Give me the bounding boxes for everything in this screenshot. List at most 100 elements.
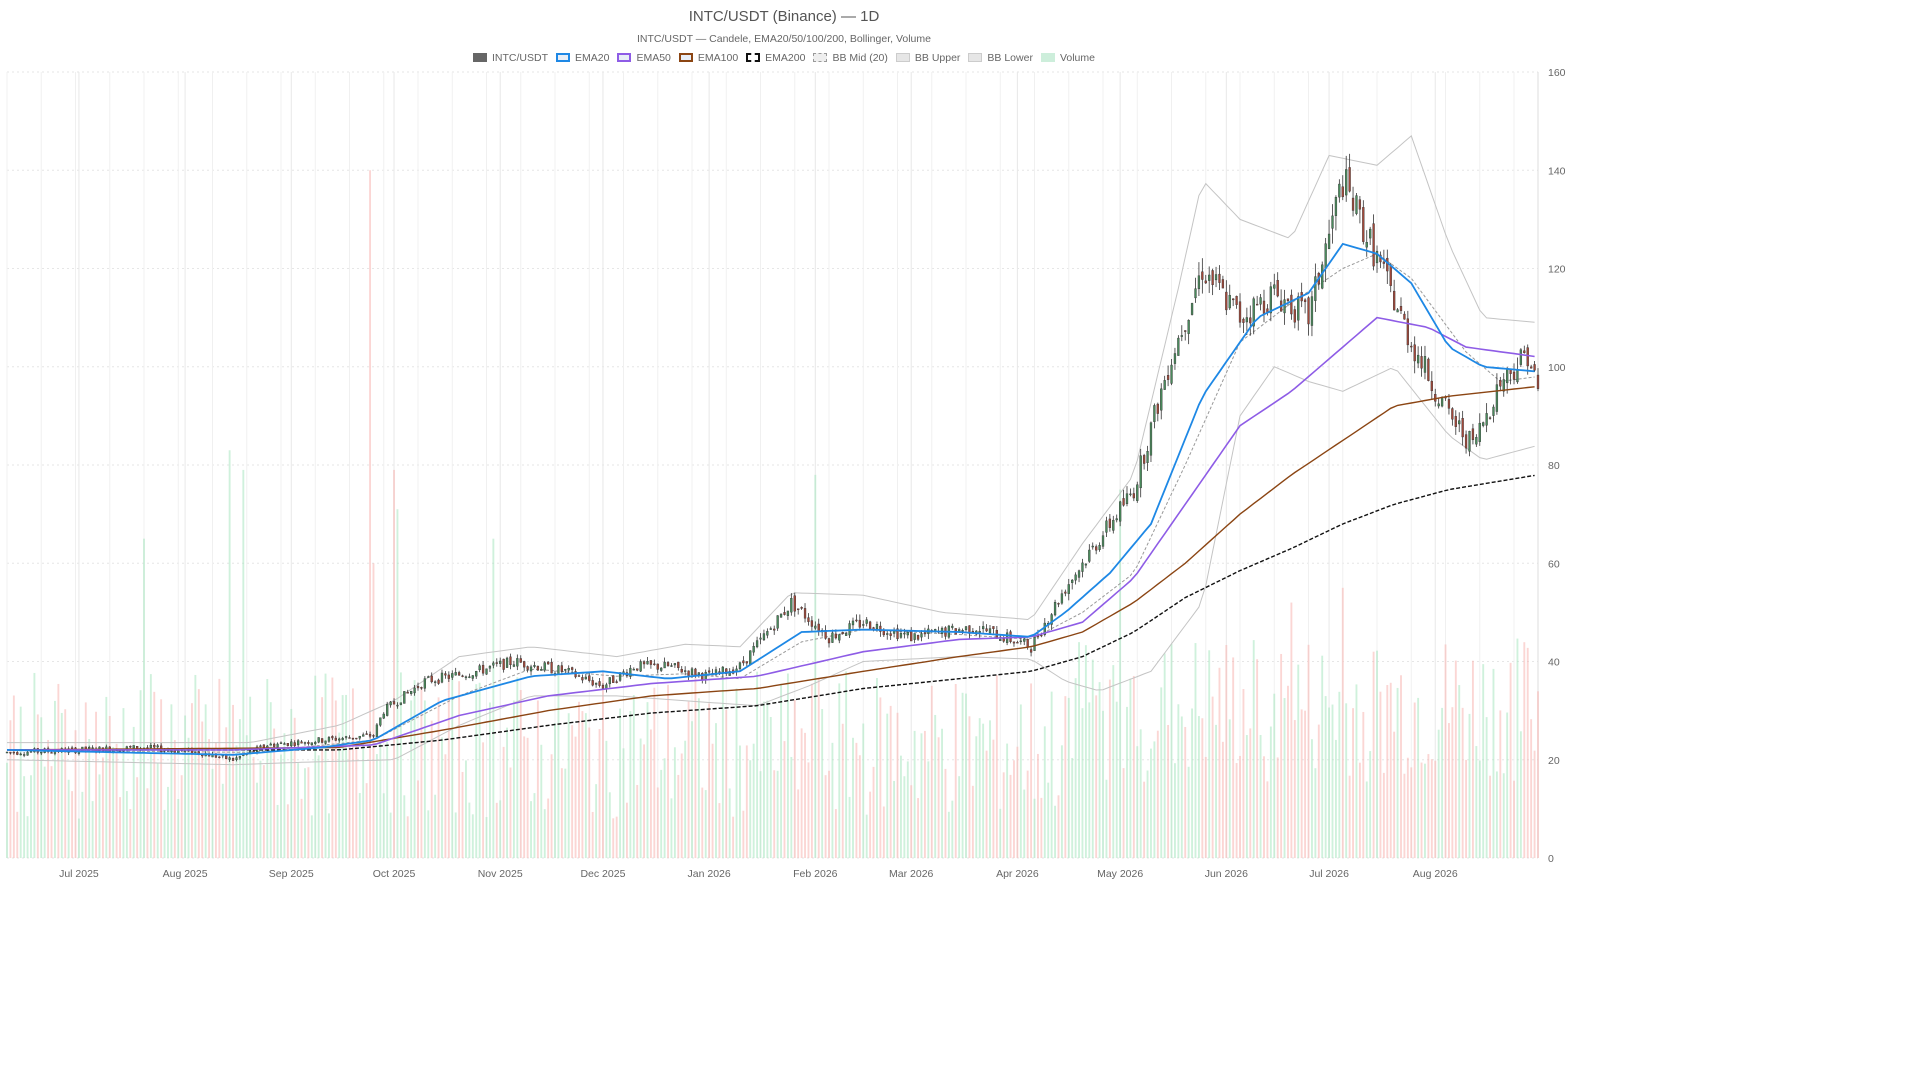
bollinger-bands xyxy=(6,135,1535,766)
candle-body xyxy=(1088,549,1091,562)
volume-bar xyxy=(1033,798,1036,858)
volume-bar xyxy=(1280,653,1283,858)
candle-body xyxy=(1437,403,1440,407)
volume-bar xyxy=(1324,696,1327,858)
candle-body xyxy=(684,670,687,672)
volume-bar xyxy=(632,695,635,858)
candle-body xyxy=(1451,408,1454,420)
x-tick-label: Jun 2026 xyxy=(1205,868,1248,880)
volume-bar xyxy=(12,695,15,858)
candle-body xyxy=(1142,455,1146,464)
volume-bar xyxy=(492,538,495,858)
volume-bar xyxy=(355,742,358,858)
volume-bar xyxy=(214,742,217,858)
candle-body xyxy=(379,717,382,726)
legend-item[interactable]: EMA200 xyxy=(746,52,805,64)
legend-item[interactable]: BB Upper xyxy=(895,52,960,64)
candle-body xyxy=(629,667,632,677)
volume-bar xyxy=(982,723,985,858)
legend-item[interactable]: Volume xyxy=(1040,52,1095,64)
candle-body xyxy=(523,661,526,668)
candle-body xyxy=(5,751,9,754)
volume-bar xyxy=(1074,678,1077,858)
legend-item[interactable]: BB Lower xyxy=(968,52,1033,64)
candle-body xyxy=(478,665,481,671)
volume-bar xyxy=(420,687,423,858)
candle-body xyxy=(1327,233,1331,250)
volume-bar xyxy=(465,760,467,858)
volume-bar xyxy=(903,776,906,858)
volume-bar xyxy=(136,777,139,858)
volume-bar xyxy=(828,770,830,858)
candle-body xyxy=(1060,593,1064,604)
volume-bar xyxy=(1379,691,1382,858)
candle-body xyxy=(368,734,372,737)
candle-body xyxy=(1358,199,1362,210)
volume-bar xyxy=(238,719,241,858)
volume-bar xyxy=(1451,707,1454,858)
candle-body xyxy=(317,737,320,743)
volume-bar xyxy=(739,745,741,858)
volume-bar xyxy=(687,701,690,858)
volume-bar xyxy=(506,727,508,858)
volume-bar xyxy=(201,721,204,858)
candle-body xyxy=(1033,636,1036,651)
candle-body xyxy=(310,742,313,746)
candle-body xyxy=(982,626,985,630)
candle-body xyxy=(19,753,22,756)
volume-bar xyxy=(656,787,659,858)
candle-body xyxy=(728,671,731,676)
volume-bar xyxy=(756,671,759,858)
volume-bar xyxy=(105,696,108,858)
volume-bar xyxy=(437,697,440,858)
candle-body xyxy=(886,633,889,635)
legend-item[interactable]: INTC/USDT xyxy=(473,52,548,64)
candle-body xyxy=(649,660,653,665)
volume-bar xyxy=(1331,704,1334,858)
candle-body xyxy=(1393,290,1396,311)
candle-body xyxy=(468,676,471,678)
volume-bar xyxy=(1235,763,1238,858)
candle-body xyxy=(1471,428,1475,441)
volume-bar xyxy=(1314,768,1317,858)
volume-bar xyxy=(197,689,200,858)
volume-bar xyxy=(848,796,851,858)
candle-body xyxy=(1197,275,1201,290)
legend-swatch-icon xyxy=(746,53,761,63)
candle-body xyxy=(283,743,286,745)
candle-body xyxy=(797,608,800,610)
volume-bar xyxy=(454,812,457,858)
candle-body xyxy=(1029,649,1033,653)
y-tick-label: 140 xyxy=(1548,165,1566,177)
legend-item[interactable]: EMA50 xyxy=(617,52,671,64)
candle-body xyxy=(1413,344,1416,362)
volume-bar xyxy=(300,798,303,858)
volume-bar xyxy=(790,756,793,858)
legend-item[interactable]: BB Mid (20) xyxy=(813,52,888,64)
volume-bar xyxy=(889,705,892,858)
volume-bar xyxy=(602,671,604,858)
volume-bar xyxy=(667,684,669,858)
candle-body xyxy=(488,665,492,669)
candle-body xyxy=(1488,417,1492,419)
volume-bar xyxy=(225,727,228,858)
legend-swatch-icon xyxy=(556,53,571,63)
candle-body xyxy=(1067,584,1070,594)
legend-item[interactable]: EMA20 xyxy=(556,52,609,64)
volume-bar xyxy=(1115,701,1118,858)
volume-bar xyxy=(1376,650,1378,858)
volume-bar xyxy=(1146,770,1149,858)
candle-body xyxy=(502,658,505,670)
candle-body xyxy=(423,678,426,689)
candle-body xyxy=(1454,416,1457,427)
candle-body xyxy=(642,661,646,665)
legend-item[interactable]: EMA100 xyxy=(678,52,738,64)
candle-body xyxy=(1238,301,1242,323)
candle-body xyxy=(1286,298,1290,302)
candle-body xyxy=(194,751,197,754)
candle-body xyxy=(988,628,992,634)
candle-body xyxy=(392,701,396,705)
candle-body xyxy=(910,630,913,642)
candle-body xyxy=(855,619,858,622)
volume-bar xyxy=(1403,773,1406,858)
